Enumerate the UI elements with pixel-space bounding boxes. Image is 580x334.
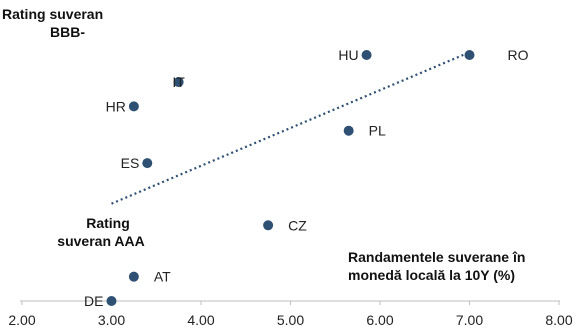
annotation-bottom-line1: Rating bbox=[86, 215, 130, 231]
x-tick-label: 2.00 bbox=[8, 312, 35, 328]
x-tick-label: 4.00 bbox=[187, 312, 214, 328]
point-label-hu: HU bbox=[338, 47, 358, 63]
x-tick-label: 7.00 bbox=[456, 312, 483, 328]
point-label-de: DE bbox=[84, 293, 103, 309]
x-tick-label: 6.00 bbox=[366, 312, 393, 328]
data-point-hr bbox=[128, 101, 139, 112]
x-tick-label: 3.00 bbox=[98, 312, 125, 328]
point-label-es: ES bbox=[121, 155, 140, 171]
x-axis-title-line1: Randamentele suverane în bbox=[348, 249, 526, 265]
x-axis-title-line2: monedă locală la 10Y (%) bbox=[348, 267, 516, 283]
annotation-top-line2: BBB- bbox=[50, 24, 85, 40]
point-label-cz: CZ bbox=[288, 217, 307, 233]
x-tick-label: 5.00 bbox=[277, 312, 304, 328]
data-point-pl bbox=[343, 125, 354, 136]
data-point-ro bbox=[464, 50, 475, 60]
data-point-de bbox=[106, 296, 117, 306]
point-label-ro: RO bbox=[508, 47, 529, 63]
data-point-at bbox=[128, 271, 139, 282]
annotation-rating-aaa: Rating suveran AAA bbox=[48, 214, 168, 250]
x-tick-label: 8.00 bbox=[545, 312, 572, 328]
point-label-pl: PL bbox=[369, 123, 386, 139]
x-axis-ticks: 2.00 3.00 4.00 5.00 6.00 7.00 8.00 bbox=[8, 301, 573, 328]
point-label-it: IT bbox=[172, 74, 185, 90]
x-axis-title: Randamentele suverane în monedă locală l… bbox=[348, 248, 525, 284]
data-point-cz bbox=[263, 220, 274, 231]
point-label-hr: HR bbox=[106, 98, 126, 114]
point-labels: HU RO IT HR PL ES CZ AT DE bbox=[84, 47, 529, 309]
point-label-at: AT bbox=[154, 269, 171, 285]
data-point-es bbox=[142, 158, 153, 169]
annotation-bottom-line2: suveran AAA bbox=[57, 233, 145, 249]
trendline bbox=[111, 51, 470, 205]
data-point-it bbox=[173, 77, 184, 88]
annotation-rating-bbb: Rating suveran BBB- bbox=[2, 5, 103, 41]
data-point-hu bbox=[361, 50, 372, 60]
annotation-top-line1: Rating suveran bbox=[2, 6, 104, 22]
data-points bbox=[106, 50, 475, 306]
